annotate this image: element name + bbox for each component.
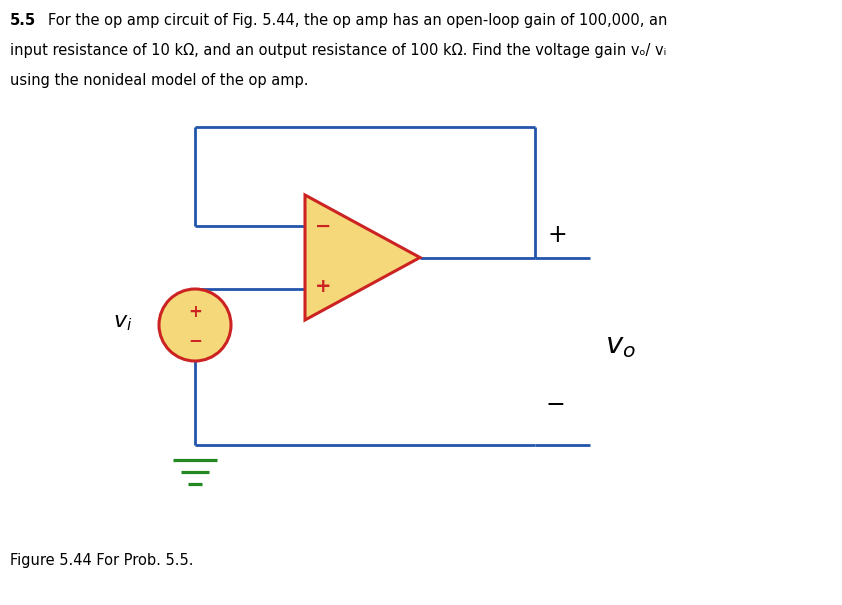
Text: −: − [188,331,202,349]
Text: For the op amp circuit of Fig. 5.44, the op amp has an open-loop gain of 100,000: For the op amp circuit of Fig. 5.44, the… [48,13,668,28]
Text: input resistance of 10 kΩ, and an output resistance of 100 kΩ. Find the voltage : input resistance of 10 kΩ, and an output… [10,43,666,58]
Circle shape [159,289,231,361]
Text: +: + [188,303,202,321]
Text: $v_i$: $v_i$ [114,313,133,333]
Text: +: + [315,277,331,296]
Polygon shape [305,195,420,320]
Text: +: + [547,223,567,247]
Text: Figure 5.44 For Prob. 5.5.: Figure 5.44 For Prob. 5.5. [10,553,194,568]
Text: 5.5: 5.5 [10,13,36,28]
Text: −: − [545,393,565,417]
Text: −: − [315,217,331,236]
Text: using the nonideal model of the op amp.: using the nonideal model of the op amp. [10,73,308,88]
Text: $v_o$: $v_o$ [605,332,636,360]
